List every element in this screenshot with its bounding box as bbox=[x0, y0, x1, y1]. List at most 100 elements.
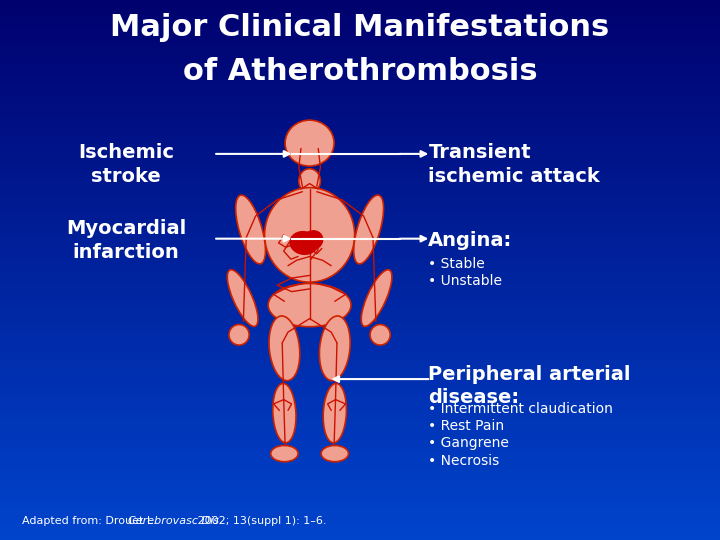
Bar bbox=[0, 189, 720, 195]
Bar bbox=[0, 243, 720, 249]
Text: Major Clinical Manifestations: Major Clinical Manifestations bbox=[110, 14, 610, 43]
Bar bbox=[0, 519, 720, 526]
Bar bbox=[0, 6, 720, 14]
Bar bbox=[0, 141, 720, 149]
Bar bbox=[0, 209, 720, 216]
Bar bbox=[0, 291, 720, 297]
Ellipse shape bbox=[269, 284, 351, 327]
Bar bbox=[0, 411, 720, 418]
Ellipse shape bbox=[285, 120, 334, 166]
Bar bbox=[0, 310, 720, 317]
Text: • Stable
• Unstable: • Stable • Unstable bbox=[428, 257, 503, 288]
Bar bbox=[0, 507, 720, 513]
Bar bbox=[0, 399, 720, 405]
Text: of Atherothrombosis: of Atherothrombosis bbox=[183, 57, 537, 86]
Bar bbox=[0, 453, 720, 459]
Bar bbox=[0, 432, 720, 438]
Bar bbox=[0, 47, 720, 54]
Bar bbox=[0, 256, 720, 263]
Bar bbox=[0, 534, 720, 540]
Ellipse shape bbox=[299, 168, 320, 193]
Bar bbox=[0, 324, 720, 330]
Ellipse shape bbox=[271, 446, 298, 462]
Bar bbox=[0, 27, 720, 33]
Ellipse shape bbox=[265, 188, 355, 282]
Text: • Intermittent claudication
• Rest Pain
• Gangrene
• Necrosis: • Intermittent claudication • Rest Pain … bbox=[428, 402, 613, 468]
Ellipse shape bbox=[302, 230, 323, 251]
Ellipse shape bbox=[323, 383, 346, 443]
Text: Myocardial
infarction: Myocardial infarction bbox=[66, 219, 186, 261]
Bar bbox=[0, 330, 720, 338]
Bar bbox=[0, 40, 720, 47]
Bar bbox=[0, 0, 720, 6]
Bar bbox=[0, 345, 720, 351]
Ellipse shape bbox=[354, 195, 384, 264]
Text: Transient
ischemic attack: Transient ischemic attack bbox=[428, 144, 600, 186]
Bar bbox=[0, 438, 720, 445]
Bar bbox=[0, 500, 720, 507]
Text: Angina:: Angina: bbox=[428, 231, 513, 250]
Bar bbox=[0, 513, 720, 519]
Bar bbox=[0, 183, 720, 189]
Bar bbox=[0, 202, 720, 209]
Bar bbox=[0, 472, 720, 480]
Ellipse shape bbox=[269, 316, 300, 381]
Bar bbox=[0, 195, 720, 202]
Bar bbox=[0, 378, 720, 384]
Bar bbox=[0, 68, 720, 74]
Bar bbox=[0, 364, 720, 372]
Bar bbox=[0, 60, 720, 68]
Bar bbox=[0, 276, 720, 284]
Bar bbox=[0, 115, 720, 122]
Bar bbox=[0, 135, 720, 141]
Bar bbox=[0, 168, 720, 176]
Ellipse shape bbox=[235, 195, 266, 264]
Bar bbox=[0, 418, 720, 426]
Bar bbox=[0, 284, 720, 291]
Ellipse shape bbox=[229, 325, 249, 345]
Bar bbox=[0, 297, 720, 303]
Bar bbox=[0, 108, 720, 115]
Bar bbox=[0, 33, 720, 40]
Bar bbox=[0, 446, 720, 453]
Bar bbox=[0, 122, 720, 128]
Text: Cerebrovasc Dis: Cerebrovasc Dis bbox=[128, 516, 219, 526]
Bar bbox=[0, 216, 720, 222]
Bar bbox=[0, 270, 720, 276]
Text: Adapted from: Drouet L.: Adapted from: Drouet L. bbox=[22, 516, 160, 526]
Ellipse shape bbox=[321, 446, 348, 462]
Bar bbox=[0, 249, 720, 256]
Bar bbox=[0, 20, 720, 27]
Bar bbox=[0, 303, 720, 310]
Text: Ischemic
stroke: Ischemic stroke bbox=[78, 144, 174, 186]
Bar bbox=[0, 81, 720, 87]
Bar bbox=[0, 392, 720, 399]
Bar bbox=[0, 162, 720, 168]
Bar bbox=[0, 384, 720, 391]
Bar bbox=[0, 317, 720, 324]
Bar bbox=[0, 74, 720, 81]
Bar bbox=[0, 148, 720, 156]
Text: 2002; 13(suppl 1): 1–6.: 2002; 13(suppl 1): 1–6. bbox=[194, 516, 327, 526]
Bar bbox=[0, 87, 720, 94]
Bar bbox=[0, 351, 720, 357]
Bar bbox=[0, 465, 720, 472]
Bar bbox=[0, 230, 720, 237]
Text: Peripheral arterial
disease:: Peripheral arterial disease: bbox=[428, 365, 631, 407]
Bar bbox=[0, 176, 720, 183]
Bar bbox=[0, 94, 720, 102]
Bar bbox=[0, 372, 720, 378]
Bar bbox=[0, 357, 720, 364]
Bar bbox=[0, 426, 720, 432]
Ellipse shape bbox=[370, 325, 390, 345]
Bar bbox=[0, 486, 720, 492]
Bar bbox=[0, 405, 720, 411]
Bar bbox=[0, 102, 720, 108]
Bar bbox=[0, 156, 720, 162]
Bar bbox=[0, 480, 720, 486]
Bar bbox=[0, 492, 720, 500]
Bar bbox=[0, 459, 720, 465]
Bar bbox=[0, 128, 720, 135]
Ellipse shape bbox=[289, 231, 318, 255]
Bar bbox=[0, 237, 720, 243]
